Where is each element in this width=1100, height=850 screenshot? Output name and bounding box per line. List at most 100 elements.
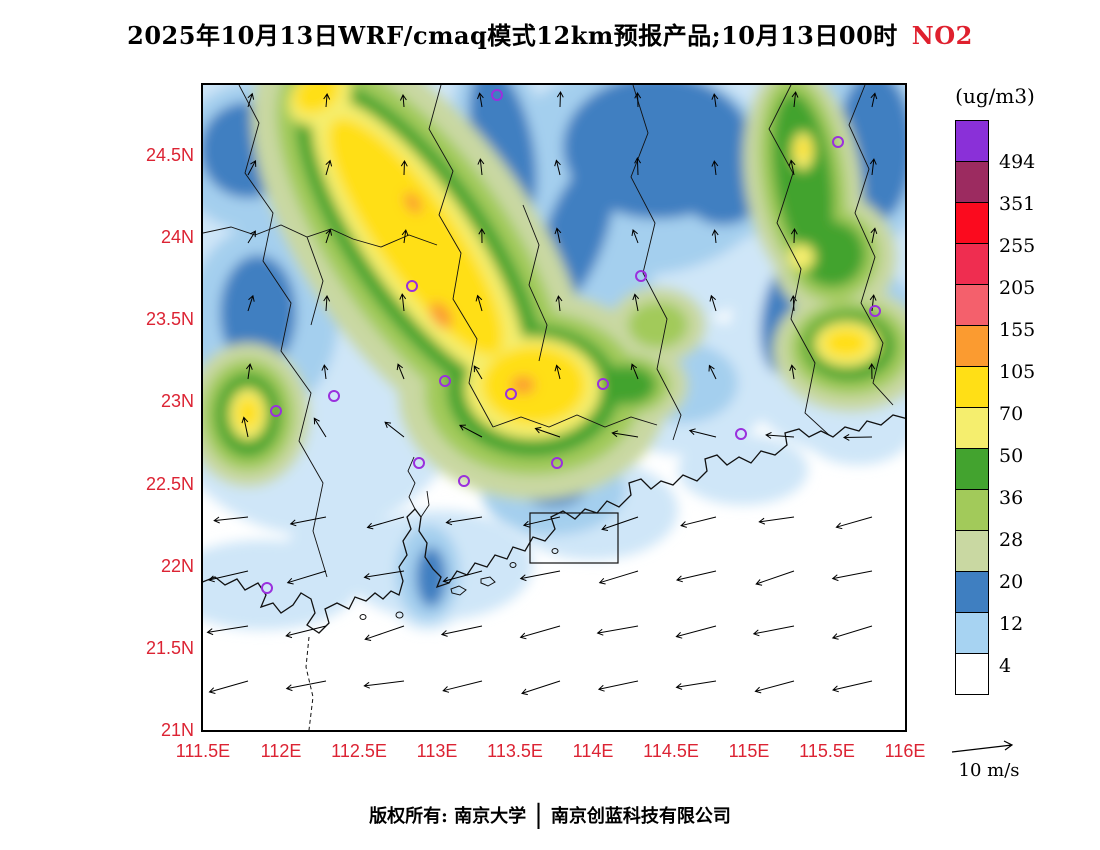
colorbar-cell [955,407,989,449]
maritime-dashed-line [305,636,314,730]
wind-arrow [832,680,873,693]
coastline [203,414,905,634]
wind-arrow [442,570,483,584]
lat-tick-label: 24N [160,227,194,248]
no2-region-level-42 [771,92,835,260]
map-panel[interactable] [201,83,907,732]
wind-arrow [680,516,717,528]
wind-arrow [247,230,256,244]
wind-arrow [870,92,878,108]
no2-region-level-120 [404,192,422,214]
wind-arrow [477,92,484,108]
wind-arrow [790,227,798,244]
colorbar-cell [955,161,989,203]
station-marker [551,457,563,469]
wind-arrow [522,516,561,528]
colorbar-level-label: 70 [999,403,1024,425]
wind-arrow [363,570,405,580]
wind-arrow [688,428,717,438]
copyright-separator: | [534,800,543,830]
wind-arrow [208,570,249,583]
colorbar-level-label: 351 [999,193,1036,215]
no2-region-level-85 [797,140,809,158]
colorbar-cell [955,489,989,531]
wind-arrow [323,92,331,108]
station-marker [328,390,340,402]
colorbar-cell [955,202,989,244]
colorbar-cell [955,284,989,326]
no2-region-level-120 [511,376,535,394]
wind-arrow [632,293,640,312]
station-marker [458,475,470,487]
wind-arrow [842,433,873,441]
no2-region-level-32 [628,302,688,348]
wind-arrow [831,625,873,640]
wind-arrow [870,227,878,244]
wind-arrow [247,294,255,312]
colorbar-level-label: 255 [999,235,1036,257]
wind-arrow [831,570,873,582]
wind-arrow [534,426,561,438]
geography-layer [203,85,905,730]
wind-arrow [765,431,795,439]
wind-arrow [399,93,407,108]
station-marker [635,270,647,282]
river-lines [407,456,430,518]
wind-arrow [247,160,257,176]
station-marker [261,582,273,594]
wind-arrow [519,570,561,582]
no2-region-level-85 [824,329,868,357]
wind-arrow [400,159,408,176]
colorbar-level-label: 205 [999,277,1036,299]
wind-arrow [869,294,877,312]
station-marker [413,457,425,469]
no2-region-level-6 [678,435,808,505]
lon-tick-label: 111.5E [175,741,231,761]
no2-concentration-field [203,85,905,630]
wind-arrow [556,90,564,108]
lon-tick-label: 112.5E [331,741,387,761]
wind-arrow [708,364,717,380]
wind-scale-arrow [951,740,1014,753]
colorbar-level-label: 28 [999,529,1024,551]
lat-tick-label: 24.5N [145,145,194,165]
figure-title-text: 2025年10月13日WRF/cmaq模式12km预报产品;10月13日00时 [127,21,898,50]
station-marker [505,388,517,400]
wind-arrow [597,680,639,692]
wind-arrow [440,625,483,637]
colorbar-level-label: 494 [999,151,1036,173]
copyright-right: 南京创蓝科技有限公司 [550,806,731,827]
wind-arrow [788,159,796,176]
wind-arrow [475,294,483,312]
wind-arrow [630,363,639,380]
wind-arrow [711,93,719,108]
wind-arrow [555,295,563,312]
wind-arrow [325,159,333,176]
wind-arrow [554,159,561,176]
wind-arrow [247,92,255,108]
wind-arrow [758,516,795,525]
colorbar-cell [955,571,989,613]
wind-arrow [399,293,407,312]
wind-arrow [634,156,642,176]
wind-arrow [868,362,876,380]
wind-arrow [676,570,717,583]
lon-tick-label: 114E [572,741,614,761]
wind-arrow [755,570,795,586]
colorbar-level-label: 20 [999,571,1024,593]
wind-scale-label: 10 m/s [958,760,1020,781]
station-marker [597,378,609,390]
no2-region-level-16 [416,547,446,607]
lon-tick-label: 113E [416,741,458,761]
wind-arrow [442,680,483,693]
station-marker [270,405,282,417]
wind-arrow [401,229,409,244]
wind-arrow [554,364,562,380]
no2-region-level-85 [294,85,340,114]
colorbar-level-label: 36 [999,487,1024,509]
colorbar-unit-label: (ug/m3) [955,84,1035,108]
wind-arrow [835,516,873,530]
region-box [529,512,619,564]
wind-arrow [325,228,333,244]
